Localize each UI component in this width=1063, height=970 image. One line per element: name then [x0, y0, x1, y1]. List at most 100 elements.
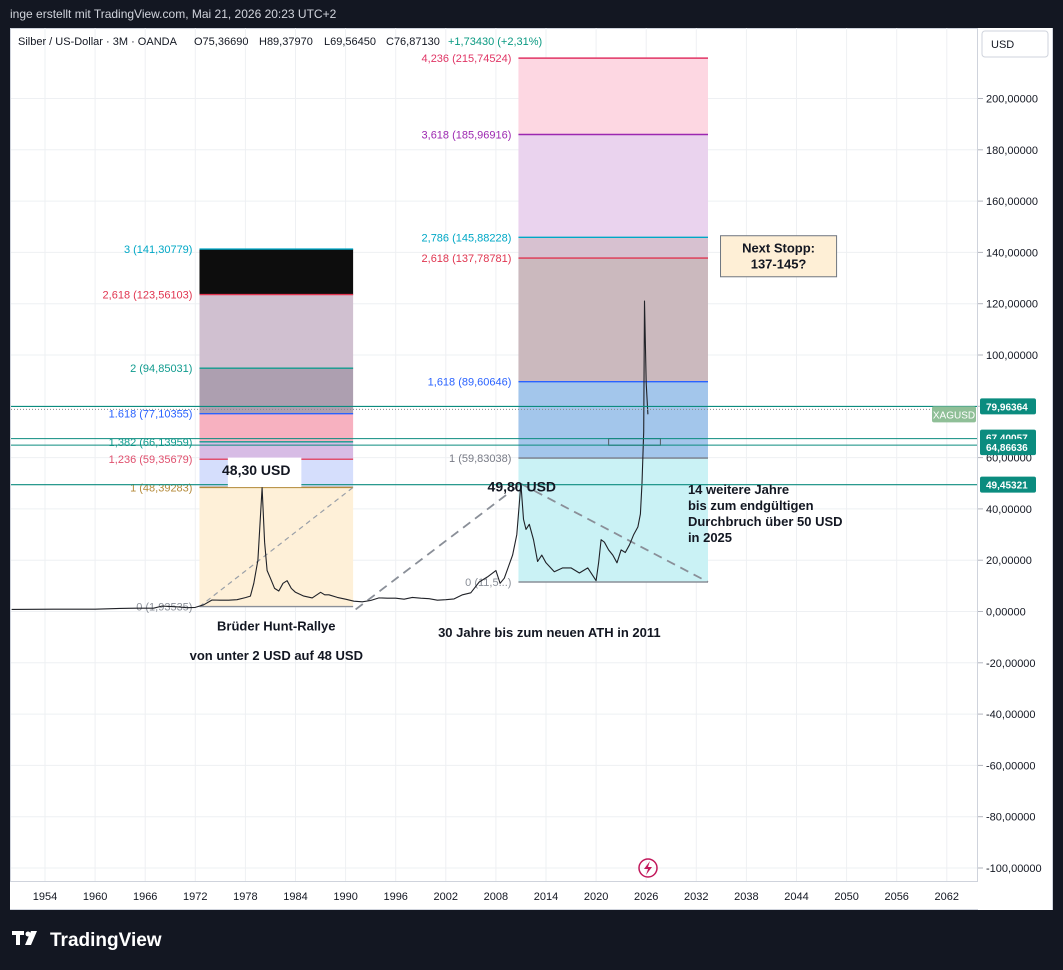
- fib-level-label: 2,618 (123,56103): [103, 290, 193, 302]
- price-tag-label: 49,45321: [986, 481, 1028, 492]
- y-tick-label: 140,00000: [986, 247, 1038, 259]
- y-tick-label: 200,00000: [986, 94, 1038, 106]
- x-tick-label: 2008: [484, 891, 508, 903]
- x-tick-label: 2062: [935, 891, 959, 903]
- price-tag-label: 79,96364: [986, 402, 1028, 413]
- x-tick-label: 2026: [634, 891, 658, 903]
- x-tick-label: 2032: [684, 891, 708, 903]
- fib-zone[interactable]: [518, 381, 708, 459]
- fib-zone[interactable]: [199, 413, 354, 442]
- y-tick-label: -60,00000: [986, 760, 1036, 772]
- y-tick-label: 60,00000: [986, 453, 1032, 465]
- silver-price-series: [11, 300, 649, 610]
- x-tick-label: 2020: [584, 891, 608, 903]
- y-tick-label: -20,00000: [986, 658, 1036, 670]
- fib-level-label: 4,236 (215,74524): [422, 53, 512, 65]
- fib-level-label: 1,618 (89,60646): [428, 377, 512, 389]
- x-tick-label: 2044: [784, 891, 808, 903]
- fib-level-label: 0 (1,93535): [136, 602, 192, 614]
- x-tick-label: 2050: [834, 891, 858, 903]
- label-48-usd[interactable]: 48,30 USD: [222, 462, 290, 478]
- symbol-legend: Silber / US-Dollar · 3M · OANDA O75,3669…: [18, 36, 542, 48]
- currency-selector[interactable]: USD: [981, 30, 1049, 58]
- fib-zone[interactable]: [518, 237, 708, 259]
- price-tag[interactable]: [980, 398, 1036, 415]
- x-tick-label: 1996: [383, 891, 407, 903]
- horizontal-lines[interactable]: [11, 405, 977, 486]
- next-stopp-text: 137-145?: [751, 257, 807, 272]
- label-14-jahre-line[interactable]: Durchbruch über 50 USD: [688, 514, 843, 529]
- trend-line-30-years[interactable]: [355, 483, 522, 611]
- trend-line-decline[interactable]: [520, 482, 709, 583]
- x-tick-label: 1978: [233, 891, 257, 903]
- label-48-background: [227, 457, 302, 488]
- legend-close: C76,87130: [386, 36, 440, 48]
- price-tag-label: 64,86636: [986, 443, 1028, 454]
- symbol-tag[interactable]: [932, 406, 976, 423]
- fib-zone[interactable]: [199, 441, 354, 460]
- label-14-jahre-line[interactable]: 14 weitere Jahre: [688, 482, 789, 497]
- fib-level-label: 1,236 (59,35679): [109, 454, 193, 466]
- fib-level-label: 3,618 (185,96916): [422, 129, 512, 141]
- legend-high: H89,37970: [259, 36, 313, 48]
- fib-zone[interactable]: [518, 134, 708, 238]
- tradingview-brand: TradingView: [50, 930, 162, 951]
- y-tick-label: -80,00000: [986, 812, 1036, 824]
- trend-line-hunt-rally[interactable]: [199, 486, 354, 608]
- label-hunt-range[interactable]: von unter 2 USD auf 48 USD: [190, 648, 363, 663]
- fib-extension-hunt-rally[interactable]: 0 (1,93535) 1 (48,39283) 1,236 (59,35679) 1…: [103, 244, 354, 614]
- annotations[interactable]: 48,30 USD 49,80 USD Brüder Hunt-Rallye von …: [190, 235, 843, 664]
- y-tick-label: 160,00000: [986, 196, 1038, 208]
- fib-level-label: 1.618 (77,10355): [109, 409, 193, 421]
- label-30-jahre[interactable]: 30 Jahre bis zum neuen ATH in 2011: [438, 625, 661, 640]
- x-tick-label: 1960: [83, 891, 107, 903]
- price-chart[interactable]: 0 (1,93535) 1 (48,39283) 1,236 (59,35679) 1…: [10, 28, 1053, 910]
- price-tag-label: 67,40057: [986, 434, 1028, 445]
- fib-zone[interactable]: [518, 58, 708, 135]
- fib-zone[interactable]: [518, 258, 708, 382]
- price-tag[interactable]: [980, 439, 1036, 456]
- x-tick-label: 2002: [434, 891, 458, 903]
- y-tick-label: 0,00000: [986, 607, 1026, 619]
- fib-level-label: 2,786 (145,88228): [422, 232, 512, 244]
- fib-zone[interactable]: [199, 294, 354, 369]
- y-tick-label: 40,00000: [986, 504, 1032, 516]
- y-tick-label: 100,00000: [986, 350, 1038, 362]
- fib-zone[interactable]: [199, 249, 354, 295]
- fib-level-label: 3 (141,30779): [124, 244, 193, 256]
- fib-level-label: 1,382 (66,13959): [109, 437, 193, 449]
- y-tick-label: 120,00000: [986, 299, 1038, 311]
- fib-level-label: 1 (48,39283): [130, 482, 192, 494]
- chart-author-bar: inge erstellt mit TradingView.com, Mai 2…: [10, 7, 337, 21]
- legend-open: O75,36690: [194, 36, 248, 48]
- fib-extension-2011-rally[interactable]: 0 (11,5...)1 (59,83038)1,618 (89,60646)2…: [422, 53, 708, 589]
- lightning-icon[interactable]: [638, 858, 658, 878]
- fib-level-label: 1 (59,83038): [449, 453, 511, 465]
- label-hunt-rallye[interactable]: Brüder Hunt-Rallye: [217, 619, 335, 634]
- price-axis-panel[interactable]: [978, 28, 1052, 910]
- x-tick-label: 2056: [884, 891, 908, 903]
- legend-symbol: Silber / US-Dollar · 3M · OANDA: [18, 36, 178, 48]
- label-14-jahre-line[interactable]: bis zum endgültigen: [688, 498, 814, 513]
- y-tick-label: -40,00000: [986, 709, 1036, 721]
- label-14-jahre-line[interactable]: in 2025: [688, 530, 732, 545]
- x-tick-label: 1990: [333, 891, 357, 903]
- y-tick-label: 20,00000: [986, 555, 1032, 567]
- next-stopp-box[interactable]: [720, 235, 838, 278]
- fib-level-label: 2,618 (137,78781): [422, 253, 512, 265]
- legend-low: L69,56450: [324, 36, 376, 48]
- axes[interactable]: 200,00000 180,00000 160,00000 140,00000 120,…: [10, 28, 1052, 910]
- fib-level-label: 2 (94,85031): [130, 363, 192, 375]
- x-tick-label: 1984: [283, 891, 307, 903]
- x-tick-label: 1954: [33, 891, 57, 903]
- time-axis-panel[interactable]: [10, 881, 978, 909]
- fib-zone[interactable]: [518, 458, 708, 583]
- label-49-80-usd[interactable]: 49,80 USD: [488, 479, 556, 495]
- y-tick-label: 180,00000: [986, 145, 1038, 157]
- x-tick-label: 2038: [734, 891, 758, 903]
- tradingview-logo-icon: [12, 929, 42, 953]
- y-tick-label: -100,00000: [986, 863, 1042, 875]
- price-line: [11, 300, 649, 610]
- price-tag[interactable]: [980, 476, 1036, 493]
- next-stopp-text: Next Stopp:: [742, 241, 815, 256]
